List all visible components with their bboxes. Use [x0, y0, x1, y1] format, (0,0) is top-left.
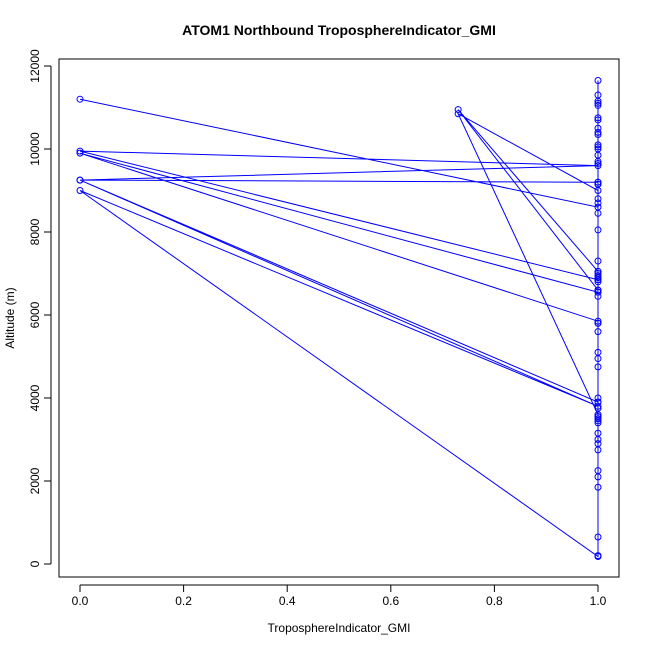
x-tick-label: 1.0	[590, 594, 607, 608]
data-point	[594, 128, 602, 136]
data-point	[76, 149, 84, 157]
data-point	[594, 116, 602, 124]
data-point	[594, 157, 602, 165]
plot-frame	[58, 58, 620, 578]
y-tick-label: 6000	[28, 301, 42, 328]
y-tick-label: 10000	[28, 132, 42, 166]
data-point	[594, 317, 602, 325]
data-point	[594, 143, 602, 151]
chart-title: ATOM1 Northbound TroposphereIndicator_GM…	[182, 22, 496, 38]
data-point	[594, 209, 602, 217]
data-point	[594, 413, 602, 421]
y-tick-label: 2000	[28, 467, 42, 494]
data-point	[594, 91, 602, 99]
x-tick-label: 0.8	[486, 594, 503, 608]
data-point	[594, 415, 602, 423]
data-point	[594, 124, 602, 132]
y-tick-label: 4000	[28, 384, 42, 411]
y-tick-label: 12000	[28, 49, 42, 83]
data-point	[594, 99, 602, 107]
data-point	[594, 77, 602, 85]
data-point	[594, 363, 602, 371]
series-lines	[79, 80, 599, 558]
data-point	[594, 141, 602, 149]
data-point	[594, 394, 602, 402]
data-point	[594, 276, 602, 284]
data-point	[594, 195, 602, 203]
data-point	[594, 446, 602, 454]
data-point	[76, 147, 84, 155]
data-point	[594, 199, 602, 207]
data-point	[454, 110, 462, 118]
data-point	[594, 288, 602, 296]
data-point	[594, 101, 602, 109]
data-point	[594, 286, 602, 294]
data-point	[594, 267, 602, 275]
x-tick-label: 0.4	[279, 594, 296, 608]
data-point	[76, 187, 84, 194]
data-point	[594, 355, 602, 363]
data-point	[594, 328, 602, 336]
data-point	[594, 398, 602, 406]
data-point	[594, 436, 602, 443]
x-axis: 0.0 0.2 0.4 0.6 0.8 1.0	[72, 584, 607, 608]
data-point	[594, 145, 602, 153]
y-axis-label: Altitude (m)	[3, 287, 17, 348]
data-point	[594, 257, 602, 265]
data-point	[594, 411, 602, 419]
data-point	[594, 114, 602, 122]
y-tick-label: 8000	[28, 218, 42, 245]
x-tick-label: 0.2	[175, 594, 192, 608]
data-point	[76, 176, 84, 184]
data-point	[594, 226, 602, 234]
x-tick-label: 0.6	[382, 594, 399, 608]
data-point	[594, 187, 602, 194]
data-point	[594, 402, 602, 410]
y-axis: 0 2000 4000 6000 8000 10000 12000	[28, 49, 52, 567]
data-point	[594, 473, 602, 481]
data-point	[594, 178, 602, 186]
series-points	[76, 77, 602, 561]
data-point	[594, 552, 602, 560]
data-point	[594, 278, 602, 286]
data-point	[594, 483, 602, 491]
data-point	[594, 160, 602, 168]
data-point	[594, 319, 602, 327]
data-point	[454, 106, 462, 114]
y-tick-label: 0	[28, 560, 42, 567]
x-tick-label: 0.0	[72, 594, 89, 608]
data-point	[594, 162, 602, 170]
data-point	[594, 533, 602, 541]
x-axis-label: TroposphereIndicator_GMI	[268, 621, 411, 635]
series-line	[79, 80, 599, 558]
data-point	[76, 95, 84, 103]
